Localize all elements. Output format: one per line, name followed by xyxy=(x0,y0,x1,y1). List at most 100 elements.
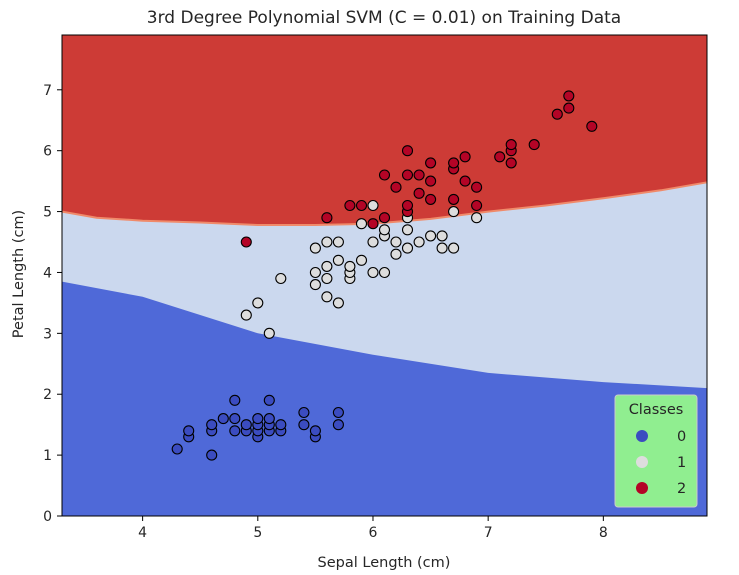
data-point-class-0 xyxy=(229,425,241,437)
data-point-class-1 xyxy=(321,272,333,285)
data-point-class-2 xyxy=(563,90,575,102)
x-tick-label: 4 xyxy=(138,525,147,541)
data-point-class-2 xyxy=(505,157,517,169)
x-tick-label: 8 xyxy=(599,525,608,541)
legend-label: 0 xyxy=(677,429,686,445)
data-point-class-1 xyxy=(263,327,275,339)
data-point-class-2 xyxy=(378,169,391,181)
y-axis-label: Petal Length (cm) xyxy=(11,210,27,338)
data-point-class-1 xyxy=(332,254,344,266)
legend-marker-class-1 xyxy=(636,456,648,468)
data-point-class-2 xyxy=(378,212,391,224)
data-point-class-2 xyxy=(355,199,368,212)
data-point-class-2 xyxy=(586,120,598,132)
y-tick-label: 1 xyxy=(43,448,52,464)
data-point-class-2 xyxy=(551,108,563,120)
y-tick-label: 7 xyxy=(43,83,52,99)
data-point-class-2 xyxy=(425,175,437,187)
legend-item: 2 xyxy=(636,481,686,497)
data-point-class-1 xyxy=(309,242,321,254)
chart-title: 3rd Degree Polynomial SVM (C = 0.01) on … xyxy=(147,8,621,28)
y-tick-label: 5 xyxy=(43,205,52,221)
data-point-class-0 xyxy=(332,419,344,431)
data-point-class-0 xyxy=(240,419,252,431)
data-point-class-0 xyxy=(263,394,275,406)
data-point-class-1 xyxy=(401,242,414,254)
x-tick-label: 6 xyxy=(369,525,378,541)
y-tick-label: 3 xyxy=(43,326,52,342)
data-point-class-2 xyxy=(401,199,414,212)
data-point-class-2 xyxy=(321,212,333,224)
data-point-class-2 xyxy=(367,218,379,230)
data-point-class-1 xyxy=(390,236,402,248)
data-point-class-1 xyxy=(332,236,344,248)
data-point-class-2 xyxy=(505,139,517,151)
region-class-0 xyxy=(62,281,707,516)
data-point-class-1 xyxy=(367,199,379,212)
y-axis: 0 1 2 3 4 5 6 7 xyxy=(43,83,62,525)
data-point-class-0 xyxy=(206,419,218,431)
legend-marker-class-2 xyxy=(636,482,648,494)
legend-label: 2 xyxy=(677,481,686,497)
plot-area xyxy=(61,34,708,517)
data-point-class-0 xyxy=(309,425,321,437)
data-point-class-0 xyxy=(275,419,287,431)
x-axis: 4 5 6 7 8 xyxy=(138,516,608,541)
data-point-class-1 xyxy=(309,266,321,279)
data-point-class-2 xyxy=(471,199,483,212)
y-tick-label: 2 xyxy=(43,387,52,403)
data-point-class-1 xyxy=(471,212,483,224)
legend-title: Classes xyxy=(629,402,684,418)
data-point-class-2 xyxy=(459,151,471,163)
y-tick-label: 4 xyxy=(43,265,52,281)
x-tick-label: 5 xyxy=(253,525,262,541)
data-point-class-2 xyxy=(390,181,402,193)
legend-marker-class-0 xyxy=(636,430,648,442)
data-point-class-1 xyxy=(321,291,333,303)
data-point-class-2 xyxy=(528,139,540,151)
data-point-class-1 xyxy=(413,236,425,248)
data-points xyxy=(171,90,598,461)
data-point-class-1 xyxy=(425,230,437,242)
data-point-class-2 xyxy=(563,102,575,114)
data-point-class-0 xyxy=(252,413,264,425)
data-point-class-1 xyxy=(355,218,368,230)
data-point-class-0 xyxy=(229,394,241,406)
data-point-class-2 xyxy=(401,145,414,157)
data-point-class-1 xyxy=(321,236,333,248)
data-point-class-0 xyxy=(229,413,241,425)
x-tick-label: 7 xyxy=(484,525,493,541)
data-point-class-1 xyxy=(309,279,321,291)
data-point-class-1 xyxy=(367,266,379,279)
data-point-class-1 xyxy=(275,272,287,285)
data-point-class-1 xyxy=(390,248,402,260)
data-point-class-1 xyxy=(401,224,414,236)
legend-item: 0 xyxy=(636,429,686,445)
data-point-class-2 xyxy=(448,193,460,205)
data-point-class-2 xyxy=(494,151,506,163)
data-point-class-0 xyxy=(332,406,344,419)
data-point-class-1 xyxy=(378,266,391,279)
data-point-class-2 xyxy=(413,169,425,181)
legend-item: 1 xyxy=(636,455,686,471)
data-point-class-1 xyxy=(367,236,379,248)
legend: Classes 0 1 2 xyxy=(614,394,698,508)
data-point-class-1 xyxy=(448,242,460,254)
data-point-class-2 xyxy=(401,169,414,181)
data-point-class-2 xyxy=(425,157,437,169)
legend-label: 1 xyxy=(677,455,686,471)
data-point-class-2 xyxy=(344,199,356,212)
data-point-class-0 xyxy=(183,425,195,437)
data-point-class-1 xyxy=(378,224,391,236)
data-point-class-2 xyxy=(459,175,471,187)
data-point-class-1 xyxy=(436,230,448,242)
data-point-class-1 xyxy=(448,206,460,218)
data-point-class-2 xyxy=(471,181,483,193)
data-point-class-1 xyxy=(355,254,368,266)
data-point-class-1 xyxy=(436,242,448,254)
data-point-class-0 xyxy=(298,406,310,419)
data-point-class-2 xyxy=(448,157,460,169)
data-point-class-1 xyxy=(240,309,252,321)
data-point-class-0 xyxy=(206,449,218,461)
